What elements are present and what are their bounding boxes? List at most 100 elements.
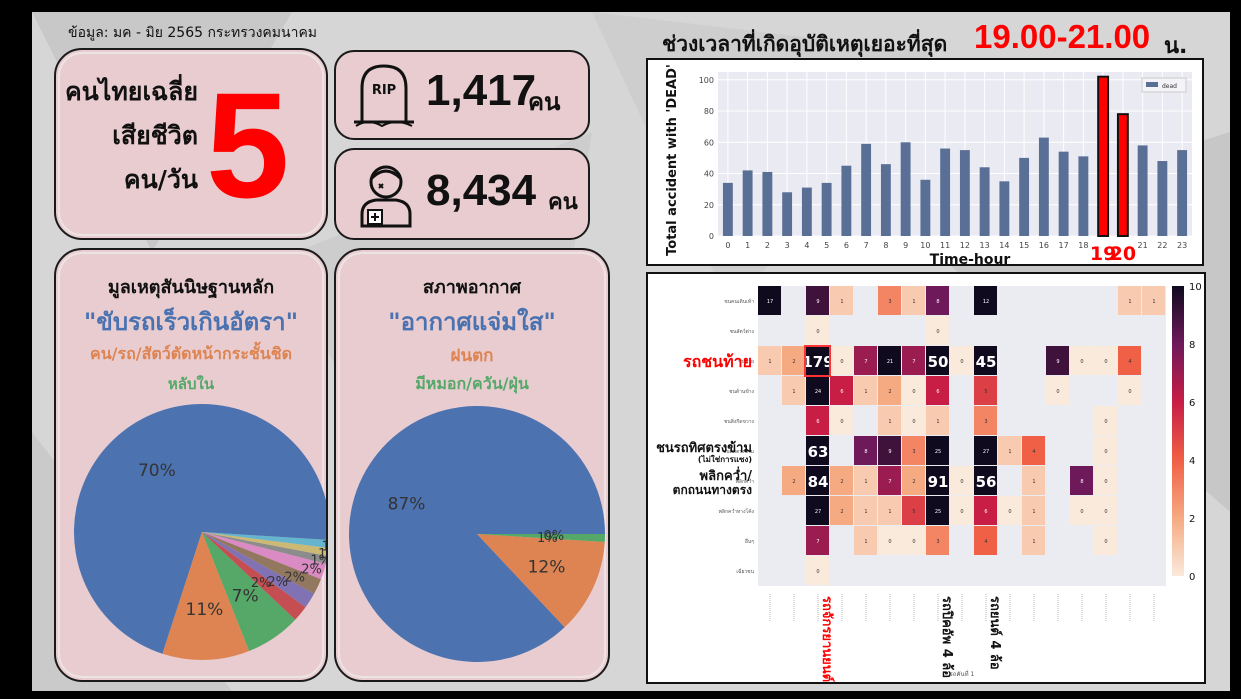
- heatmap-cell-value: 21: [887, 359, 893, 365]
- heatmap-cell-value: 1: [864, 479, 867, 485]
- heatmap-cell-empty: [1142, 526, 1165, 555]
- pie-label-10: 1%: [325, 531, 326, 546]
- heatmap-cell: [854, 526, 877, 555]
- heatmap-cell: [950, 346, 973, 375]
- bar-hour-9: [900, 142, 911, 236]
- pie-slice-7: [202, 532, 326, 564]
- heatmap-cell-value: 2: [792, 359, 795, 365]
- heatmap-frame: ชนคนเดินเท้า 17 9 1 3 1 8 12 1 1 ชนสัตว์ต่าง 0 0 ชนท้…: [646, 272, 1206, 684]
- heatmap-row-label: ชนทิศตรงข้าม: [723, 448, 754, 455]
- pie-label-0: 87%: [388, 494, 426, 514]
- heatmap-cell-empty: [1070, 526, 1093, 555]
- bar-hour-4: [801, 187, 812, 236]
- annot-head-on-sub: (ไม่ใช่การแซง): [698, 454, 752, 464]
- x-tick-label: 14: [999, 241, 1009, 250]
- heatmap-cell-empty: [1046, 526, 1069, 555]
- heatmap-cell: [998, 436, 1021, 465]
- heatmap-cell-value: 0: [1080, 359, 1083, 365]
- heatmap-cell: [950, 496, 973, 525]
- heatmap-cell-empty: [1022, 346, 1045, 375]
- heatmap-cell: [926, 346, 949, 375]
- heatmap-cell-empty: [1118, 466, 1141, 495]
- heatmap-cell-value: 4: [984, 539, 987, 545]
- heatmap-cell-empty: [1022, 286, 1045, 315]
- heatmap-cell-value: 6: [984, 509, 987, 515]
- heatmap-cell-empty: [1070, 286, 1093, 315]
- heatmap-cell-empty: [1070, 436, 1093, 465]
- x-tick-label: 1: [745, 241, 750, 250]
- heatmap-cell-empty: [1142, 556, 1165, 585]
- bar-hour-6: [841, 165, 852, 236]
- heatmap-cell-value: 5: [912, 509, 915, 515]
- peak-suffix: น.: [1164, 34, 1188, 59]
- heatmap-cell-value: 0: [840, 359, 843, 365]
- heatmap-cell-empty: [950, 376, 973, 405]
- heatmap-cell-value: 0: [816, 329, 819, 335]
- heatmap-cell: [758, 346, 781, 375]
- heatmap-cell-empty: [950, 406, 973, 435]
- heatmap-cell-value: 12: [983, 299, 989, 305]
- heatmap-cell-empty: [998, 346, 1021, 375]
- heatmap-cell-empty: [1022, 406, 1045, 435]
- heatmap-cell-empty: [758, 406, 781, 435]
- heatmap-cell-empty: [950, 436, 973, 465]
- heatmap-row-label: พลิกคว่ำ: [736, 478, 755, 485]
- heatmap-cell-empty: [1022, 556, 1045, 585]
- heatmap-cell: [830, 406, 853, 435]
- bar-hour-20: [1116, 113, 1129, 238]
- colorbar: [1172, 286, 1184, 576]
- heatmap-cell-empty: [782, 406, 805, 435]
- y-tick-label: 60: [704, 138, 714, 147]
- heatmap-cell: [974, 496, 997, 525]
- heatmap-cell-value: 3: [936, 539, 939, 545]
- heatmap-cell: [1094, 346, 1117, 375]
- heatmap-cell: [998, 496, 1021, 525]
- x-tick-label: 2: [765, 241, 770, 250]
- highlight-label-19: 19: [1090, 243, 1116, 264]
- colorbar-tick-label: 0: [1189, 572, 1195, 583]
- annot-pickup: รถปิคอัพ 4 ล้อ: [939, 596, 955, 678]
- heatmap-cell-empty: [1046, 466, 1069, 495]
- heatmap-cell-empty: [878, 316, 901, 345]
- legend-swatch: [1146, 82, 1158, 87]
- heatmap-cell-empty: [998, 526, 1021, 555]
- heatmap-cell-empty: [1142, 376, 1165, 405]
- heatmap-cell-value: 0: [1104, 509, 1107, 515]
- heatmap-cell-empty: [758, 526, 781, 555]
- heatmap-cell-value: 1: [768, 359, 771, 365]
- heatmap-cell-value: 3: [984, 419, 987, 425]
- y-tick-label: 40: [704, 170, 714, 179]
- heatmap-cell-value: 24: [815, 389, 821, 395]
- x-tick-label: 16: [1039, 241, 1049, 250]
- heatmap-cell: [806, 496, 829, 525]
- heatmap-cell-value: 3: [888, 299, 891, 305]
- heatmap-cell-value: 2: [792, 479, 795, 485]
- infographic-panel: ข้อมูล: มค - มิย 2565 กระทรวงคมนาคม คนไท…: [32, 12, 1230, 691]
- heatmap-cell: [830, 376, 853, 405]
- heatmap-cell-value: 9: [1056, 359, 1059, 365]
- heatmap-cell-value: 4: [1128, 359, 1131, 365]
- heatmap-cell-value: 0: [840, 419, 843, 425]
- heatmap-cell-value: 7: [864, 359, 867, 365]
- weather-pie-chart: 87% 12% 1%0%: [349, 406, 605, 662]
- heatmap-cell-empty: [1094, 316, 1117, 345]
- causes-title: มูลเหตุสันนิษฐานหลัก: [107, 277, 275, 298]
- heatmap-cell: [1046, 346, 1069, 375]
- heatmap-cell: [950, 466, 973, 495]
- heatmap-cell: [974, 286, 997, 315]
- weather-secondary: ฝนตก: [450, 346, 494, 366]
- y-tick-label: 20: [704, 201, 714, 210]
- heatmap-cell: [878, 346, 901, 375]
- injured-person-icon: [360, 165, 412, 228]
- heatmap-cell-empty: [974, 556, 997, 585]
- pie-label-1: 11%: [186, 600, 224, 620]
- heatmap-cell-value: 1: [912, 299, 915, 305]
- heatmap-cell: [902, 376, 925, 405]
- headline-line2: เสียชีวิต: [112, 121, 198, 150]
- heatmap-cell-empty: [1046, 406, 1069, 435]
- heatmap-cell-value: 0: [960, 359, 963, 365]
- heatmap-cell-empty: [758, 496, 781, 525]
- heatmap-cell: [806, 436, 829, 465]
